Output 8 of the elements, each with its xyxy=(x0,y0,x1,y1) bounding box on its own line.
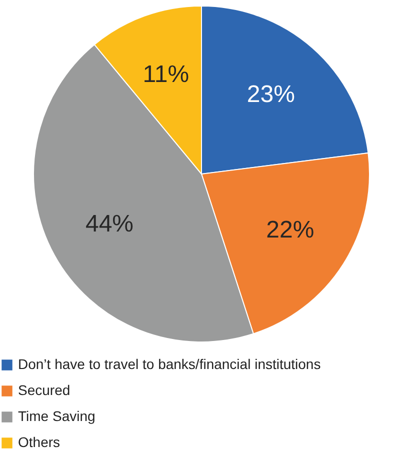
data-label: 23% xyxy=(246,81,295,108)
data-label: 11% xyxy=(142,61,190,88)
data-label: 44% xyxy=(85,210,134,238)
legend-label: Others xyxy=(18,434,60,450)
legend-label: Secured xyxy=(18,382,70,398)
data-label: 22% xyxy=(266,216,314,244)
legend-label: Don’t have to travel to banks/financial institutions xyxy=(18,356,321,372)
legend-label: Time Saving xyxy=(18,408,96,424)
